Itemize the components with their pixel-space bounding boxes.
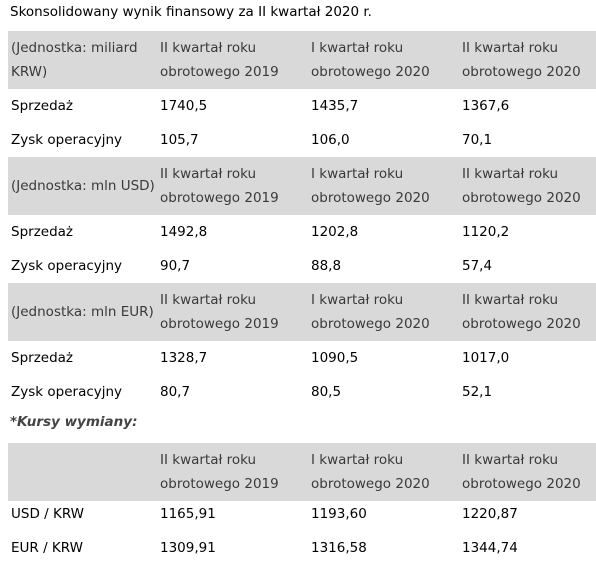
exchange-rates-note: *Kursy wymiany: xyxy=(10,414,138,430)
header-q2-2020: II kwartał roku obrotowego 2020 xyxy=(462,40,581,80)
cell-value: 1740,5 xyxy=(160,98,208,114)
row-label: Sprzedaż xyxy=(11,224,74,240)
cell-value: 1316,58 xyxy=(311,540,367,556)
cell-value: 52,1 xyxy=(462,384,493,400)
cell-value: 90,7 xyxy=(160,258,191,274)
cell-value: 1017,0 xyxy=(462,350,510,366)
cell-value: 1120,2 xyxy=(462,224,510,240)
table-row: Zysk operacyjny 90,7 88,8 57,4 xyxy=(8,249,596,283)
header-q2-2019: II kwartał roku obrotowego 2019 xyxy=(160,292,279,332)
table-row: Zysk operacyjny 105,7 106,0 70,1 xyxy=(8,123,596,157)
cell-value: 1165,91 xyxy=(160,506,216,522)
table-row: EUR / KRW 1309,91 1316,58 1344,74 xyxy=(8,531,596,565)
row-label: Sprzedaż xyxy=(11,350,74,366)
table-row: USD / KRW 1165,91 1193,60 1220,87 xyxy=(8,497,596,531)
cell-value: 88,8 xyxy=(311,258,342,274)
cell-value: 1193,60 xyxy=(311,506,367,522)
row-label: Sprzedaż xyxy=(11,98,74,114)
cell-value: 1492,8 xyxy=(160,224,208,240)
cell-value: 106,0 xyxy=(311,132,350,148)
table-row: Sprzedaż 1492,8 1202,8 1120,2 xyxy=(8,215,596,249)
cell-value: 1435,7 xyxy=(311,98,359,114)
table-row: Sprzedaż 1740,5 1435,7 1367,6 xyxy=(8,89,596,123)
table-row: Zysk operacyjny 80,7 80,5 52,1 xyxy=(8,375,596,409)
cell-value: 1367,6 xyxy=(462,98,510,114)
header-q1-2020: I kwartał roku obrotowego 2020 xyxy=(311,166,430,206)
row-label: Zysk operacyjny xyxy=(11,132,123,148)
header-q1-2020: I kwartał roku obrotowego 2020 xyxy=(311,292,430,332)
header-q2-2020: II kwartał roku obrotowego 2020 xyxy=(462,166,581,206)
header-q1-2020: I kwartał roku obrotowego 2020 xyxy=(311,452,430,492)
unit-label-fx xyxy=(8,443,160,501)
table-row: Sprzedaż 1328,7 1090,5 1017,0 xyxy=(8,341,596,375)
table-header-usd: (Jednostka: mln USD) II kwartał roku obr… xyxy=(8,157,596,215)
header-q2-2019: II kwartał roku obrotowego 2019 xyxy=(160,452,279,492)
row-label: USD / KRW xyxy=(11,506,85,522)
page-title: Skonsolidowany wynik finansowy za II kwa… xyxy=(10,4,372,20)
header-q2-2020: II kwartał roku obrotowego 2020 xyxy=(462,292,581,332)
cell-value: 105,7 xyxy=(160,132,199,148)
header-q2-2019: II kwartał roku obrotowego 2019 xyxy=(160,166,279,206)
cell-value: 1220,87 xyxy=(462,506,518,522)
cell-value: 80,5 xyxy=(311,384,342,400)
unit-label-eur: (Jednostka: mln EUR) xyxy=(11,304,154,320)
row-label: EUR / KRW xyxy=(11,540,83,556)
header-q2-2019: II kwartał roku obrotowego 2019 xyxy=(160,40,279,80)
table-header-krw: (Jednostka: miliard KRW) II kwartał roku… xyxy=(8,31,596,89)
cell-value: 1090,5 xyxy=(311,350,359,366)
header-q1-2020: I kwartał roku obrotowego 2020 xyxy=(311,40,430,80)
header-q2-2020: II kwartał roku obrotowego 2020 xyxy=(462,452,581,492)
unit-label-usd: (Jednostka: mln USD) xyxy=(11,178,155,194)
row-label: Zysk operacyjny xyxy=(11,384,123,400)
cell-value: 1309,91 xyxy=(160,540,216,556)
cell-value: 1202,8 xyxy=(311,224,359,240)
unit-label-krw: (Jednostka: miliard KRW) xyxy=(11,40,138,80)
table-header-fx: II kwartał roku obrotowego 2019 I kwarta… xyxy=(8,443,596,501)
cell-value: 1344,74 xyxy=(462,540,518,556)
row-label: Zysk operacyjny xyxy=(11,258,123,274)
cell-value: 57,4 xyxy=(462,258,493,274)
cell-value: 80,7 xyxy=(160,384,191,400)
cell-value: 70,1 xyxy=(462,132,493,148)
table-header-eur: (Jednostka: mln EUR) II kwartał roku obr… xyxy=(8,283,596,341)
cell-value: 1328,7 xyxy=(160,350,208,366)
